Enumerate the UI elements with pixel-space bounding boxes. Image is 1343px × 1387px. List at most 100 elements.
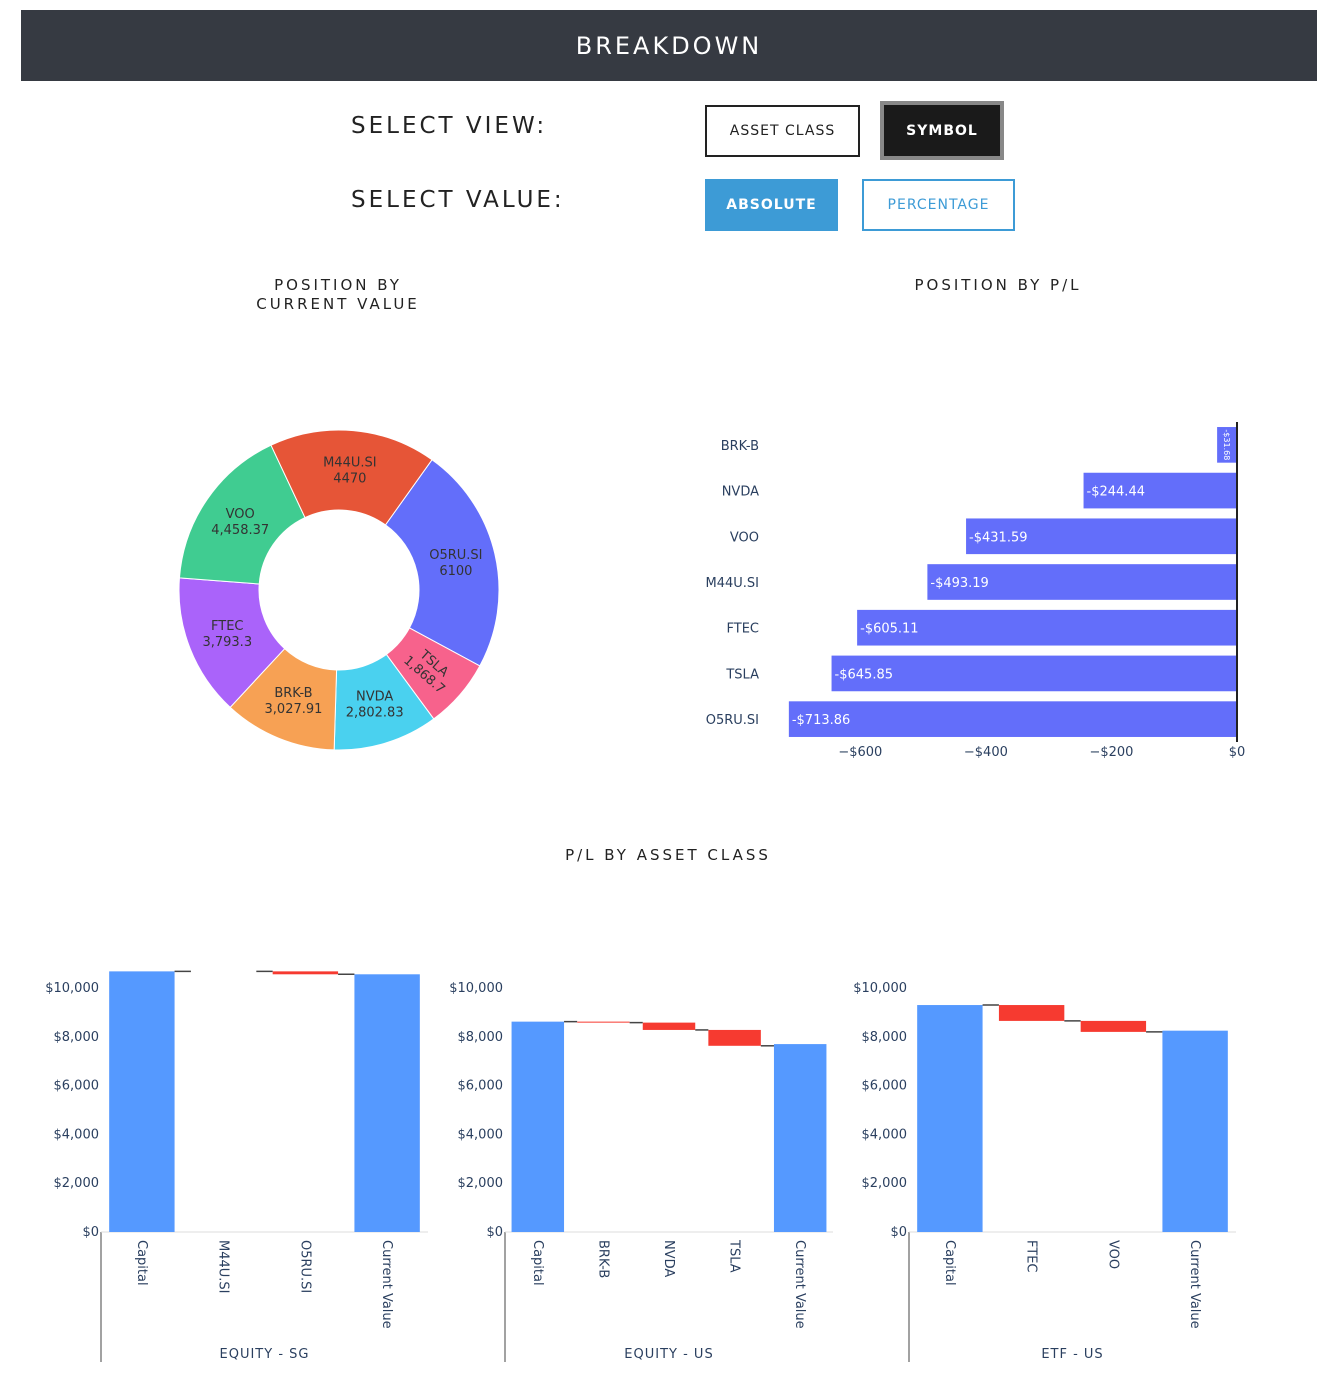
donut-slice-o5ru-si: [384, 459, 500, 667]
donut-slice-value: 3,027.91: [265, 702, 323, 717]
waterfall-x-tick-group: Current Value: [1187, 1240, 1202, 1329]
donut-slice-name: NVDA: [356, 690, 393, 705]
waterfall-x-tick-group: TSLA: [727, 1239, 742, 1273]
waterfall-bar: [272, 971, 339, 975]
waterfall-y-tick-label: $0: [82, 1225, 99, 1240]
percentage-button[interactable]: PERCENTAGE: [862, 179, 1015, 231]
pl-x-tick-label: −$600: [838, 745, 882, 760]
donut-title-line-1: POSITION BY: [274, 276, 402, 294]
donut-slice-name: M44U.SI: [323, 455, 377, 470]
donut-title-line-2: CURRENT VALUE: [256, 295, 420, 313]
waterfall-x-tick-group: Current Value: [379, 1240, 394, 1329]
waterfall-x-tick-group: BRK-B: [595, 1240, 610, 1278]
pl-bar: [788, 701, 1237, 737]
page-header: BREAKDOWN: [21, 10, 1317, 81]
waterfall-x-tick-label: VOO: [1105, 1240, 1120, 1269]
pl-category-label: O5RU.SI: [706, 713, 759, 728]
waterfall-x-tick-label: O5RU.SI: [297, 1240, 312, 1293]
pl-category-label: FTEC: [727, 622, 759, 637]
pl-bar-value-label: -$645.85: [835, 667, 893, 682]
pl-bar-value-label: -$605.11: [860, 622, 918, 637]
pl-bar-value-label: -$713.86: [792, 713, 850, 728]
select-value-label: SELECT VALUE:: [351, 187, 565, 213]
waterfall-y-tick-label: $4,000: [458, 1127, 504, 1142]
pl-category-label: NVDA: [722, 485, 759, 500]
pl-category-label: TSLA: [725, 667, 759, 682]
donut-slice-value: 6100: [439, 564, 472, 579]
donut-chart-title: POSITION BY CURRENT VALUE: [228, 276, 448, 314]
waterfall-y-tick-label: $10,000: [449, 981, 503, 996]
waterfall-x-tick-group: Capital: [134, 1240, 149, 1286]
pl-bar: [831, 655, 1237, 692]
donut-slice-name: VOO: [226, 507, 255, 522]
pl-category-label: VOO: [730, 530, 759, 545]
select-view-label: SELECT VIEW:: [351, 113, 548, 139]
page-title: BREAKDOWN: [575, 31, 763, 60]
pl-bar-value-label: -$244.44: [1087, 485, 1145, 500]
waterfall-x-axis-title: EQUITY - SG: [220, 1347, 310, 1362]
pl-x-tick-label: $0: [1229, 745, 1246, 760]
waterfall-x-tick-group: NVDA: [661, 1240, 676, 1277]
waterfall-y-tick-label: $8,000: [458, 1030, 504, 1045]
donut-slice-name: FTEC: [211, 619, 243, 634]
waterfall-x-tick-label: Capital: [942, 1240, 957, 1286]
waterfall-y-tick-label: $4,000: [862, 1127, 908, 1142]
pl-bar: [927, 564, 1237, 600]
waterfall-bar: [354, 974, 420, 1232]
donut-slice-value: 3,793.3: [202, 635, 252, 650]
symbol-button[interactable]: SYMBOL: [880, 101, 1004, 160]
waterfall-y-tick-label: $8,000: [862, 1030, 908, 1045]
pl-bar-value-label: -$31.68: [1222, 429, 1231, 460]
donut-slice-value: 2,802.83: [346, 706, 404, 721]
waterfall-y-tick-label: $8,000: [54, 1030, 100, 1045]
waterfall-bar: [773, 1044, 827, 1232]
donut-slice-m44u-si: [270, 429, 433, 526]
waterfall-y-tick-label: $10,000: [45, 981, 99, 996]
pl-bar: [857, 609, 1237, 646]
waterfall-y-tick-label: $0: [486, 1225, 503, 1240]
absolute-button[interactable]: ABSOLUTE: [705, 179, 838, 231]
waterfall-x-tick-label: NVDA: [661, 1240, 676, 1277]
pl-bar: [1083, 472, 1237, 509]
waterfall-y-tick-label: $6,000: [458, 1079, 504, 1094]
waterfall-x-tick-label: Current Value: [1187, 1240, 1202, 1329]
donut-slice-name: O5RU.SI: [429, 548, 482, 563]
waterfall-x-tick-label: Capital: [530, 1240, 545, 1286]
waterfall-y-tick-label: $2,000: [54, 1176, 100, 1191]
waterfall-bar: [577, 1021, 630, 1023]
waterfall-bar: [1162, 1030, 1228, 1232]
waterfall-x-axis-title: ETF - US: [1041, 1347, 1103, 1362]
waterfall-bar: [998, 1005, 1065, 1021]
waterfall-x-tick-group: FTEC: [1024, 1240, 1039, 1272]
waterfall-x-tick-label: Current Value: [379, 1240, 394, 1329]
waterfall-bar: [511, 1021, 565, 1232]
pl-bar: [966, 518, 1237, 555]
waterfall-y-tick-label: $2,000: [458, 1176, 504, 1191]
waterfall-x-tick-group: O5RU.SI: [297, 1240, 312, 1293]
waterfall-x-tick-label: Current Value: [792, 1240, 807, 1329]
waterfall-x-tick-group: VOO: [1105, 1240, 1120, 1269]
waterfall-x-tick-label: TSLA: [727, 1239, 742, 1273]
waterfall-bar: [109, 971, 175, 1232]
waterfall-x-tick-label: BRK-B: [595, 1240, 610, 1278]
pl-bar: [1217, 427, 1237, 463]
asset-class-button[interactable]: ASSET CLASS: [705, 105, 860, 157]
waterfall-y-tick-label: $10,000: [853, 981, 907, 996]
waterfall-group-title: P/L BY ASSET CLASS: [565, 846, 771, 864]
pl-bar-value-label: -$431.59: [969, 530, 1027, 545]
pl-category-label: BRK-B: [721, 439, 759, 454]
waterfall-x-tick-group: M44U.SI: [216, 1240, 231, 1294]
pl-bar-value-label: -$493.19: [930, 576, 988, 591]
pl-category-label: M44U.SI: [706, 576, 760, 591]
donut-slice-label: BRK-B3,027.91: [265, 686, 323, 717]
pl-bar-value-label-group: -$31.68: [1222, 429, 1231, 460]
waterfall-y-tick-label: $0: [890, 1225, 907, 1240]
waterfall-x-tick-label: Capital: [134, 1240, 149, 1286]
donut-slice-value: 4,458.37: [211, 523, 269, 538]
waterfall-x-tick-label: FTEC: [1024, 1240, 1039, 1272]
